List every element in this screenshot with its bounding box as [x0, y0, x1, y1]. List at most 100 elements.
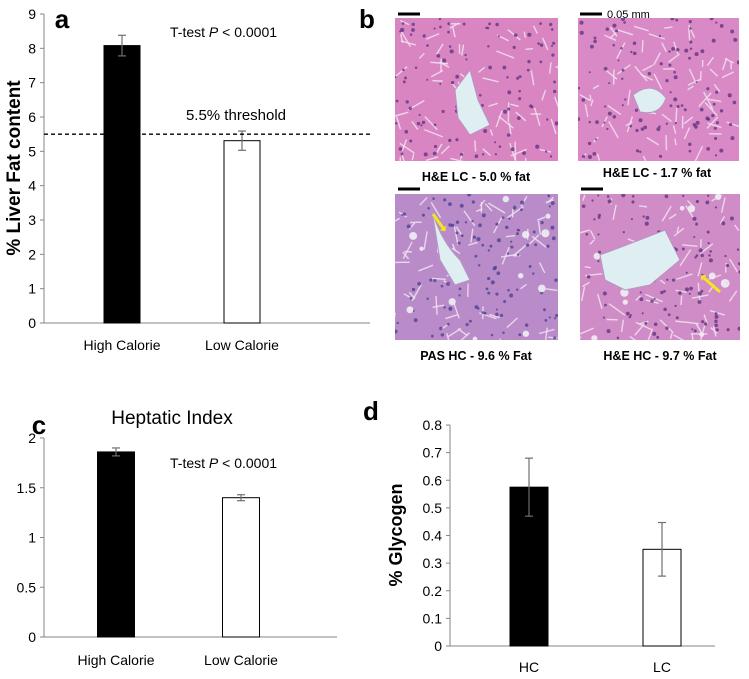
nucleus — [669, 104, 673, 108]
sinusoid — [435, 295, 438, 315]
category-label: High Calorie — [83, 337, 160, 353]
nucleus — [527, 59, 531, 64]
nucleus — [404, 129, 409, 134]
sinusoid — [697, 262, 703, 277]
y-tick-label: 2 — [28, 430, 36, 446]
nucleus — [597, 216, 601, 219]
nucleus — [546, 244, 550, 248]
nucleus — [396, 321, 400, 325]
nucleus — [725, 264, 730, 268]
sinusoid — [537, 220, 542, 235]
sinusoid — [395, 217, 400, 222]
sinusoid — [431, 277, 446, 281]
nucleus — [715, 21, 718, 24]
tissue — [578, 18, 739, 161]
sinusoid — [549, 62, 552, 74]
nucleus — [597, 259, 600, 263]
nucleus — [650, 299, 654, 303]
nucleus — [524, 323, 529, 327]
sinusoid — [395, 111, 409, 117]
nucleus — [714, 312, 718, 316]
panel-letter-b: b — [359, 4, 375, 34]
micrograph-caption: PAS HC - 9.6 % Fat — [420, 349, 532, 363]
sinusoid — [584, 266, 591, 269]
panel-b: b H&E LC - 5.0 % fat H&E LC - 1.7 % fat PAS… — [359, 4, 740, 363]
nucleus — [411, 287, 416, 292]
nucleus — [507, 107, 511, 111]
nucleus — [624, 98, 627, 101]
nucleus — [495, 308, 498, 311]
nucleus — [730, 216, 734, 221]
nucleus — [468, 319, 472, 323]
nucleus — [539, 60, 543, 64]
nucleus — [707, 117, 711, 121]
sinusoid — [641, 40, 644, 53]
nucleus — [698, 248, 703, 253]
sinusoid — [659, 279, 666, 285]
nucleus — [485, 287, 489, 291]
nucleus — [544, 319, 548, 322]
nucleus — [433, 278, 437, 283]
nucleus — [738, 270, 740, 274]
nucleus — [550, 28, 554, 31]
sinusoid — [546, 196, 554, 204]
nucleus — [587, 141, 592, 146]
sinusoid — [550, 118, 557, 135]
sinusoid — [537, 216, 546, 221]
nucleus — [588, 120, 591, 124]
y-tick-label: 0.6 — [423, 472, 443, 488]
nucleus — [518, 89, 521, 93]
nucleus — [706, 147, 711, 151]
nucleus — [526, 68, 530, 72]
nucleus — [426, 297, 429, 300]
nucleus — [552, 89, 557, 94]
nucleus — [615, 29, 619, 33]
nucleus — [579, 30, 584, 35]
nucleus — [481, 243, 485, 247]
nucleus — [638, 118, 643, 123]
nucleus — [400, 27, 405, 33]
nucleus — [539, 43, 544, 47]
nucleus — [607, 199, 612, 204]
sinusoid — [423, 231, 428, 250]
nucleus — [414, 66, 418, 70]
sinusoid — [720, 197, 726, 213]
nucleus — [682, 194, 685, 198]
nucleus — [688, 149, 692, 153]
nucleus — [721, 221, 726, 226]
nucleus — [588, 71, 591, 74]
nucleus — [733, 37, 738, 42]
sinusoid — [418, 52, 425, 59]
nucleus — [692, 123, 697, 127]
nucleus — [630, 218, 633, 221]
nucleus — [544, 150, 548, 153]
nucleus — [597, 233, 600, 236]
sinusoid — [590, 99, 594, 107]
sinusoid — [541, 89, 547, 101]
nucleus — [678, 291, 682, 295]
sinusoid — [683, 116, 694, 125]
sinusoid — [724, 58, 735, 64]
nucleus — [587, 154, 592, 159]
sinusoid — [625, 121, 633, 127]
panel-c: 0 0.5 1 1.5 2 High Calorie Low Calorie T-test P… — [17, 408, 337, 668]
nucleus — [714, 323, 719, 328]
nucleus — [400, 152, 404, 156]
nucleus — [494, 153, 498, 156]
sinusoid — [679, 249, 692, 267]
nucleus — [635, 149, 640, 153]
nucleus — [472, 235, 477, 239]
micrograph-1: H&E LC - 1.7 % fat — [578, 12, 739, 180]
nucleus — [660, 290, 664, 295]
sinusoid — [617, 29, 634, 36]
nucleus — [680, 104, 684, 107]
nucleus — [448, 45, 452, 48]
nucleus — [458, 294, 461, 297]
nucleus — [439, 82, 442, 85]
nucleus — [553, 336, 557, 340]
sinusoid — [411, 120, 419, 131]
nucleus — [709, 250, 712, 253]
nucleus — [715, 121, 719, 125]
nucleus — [675, 18, 679, 22]
